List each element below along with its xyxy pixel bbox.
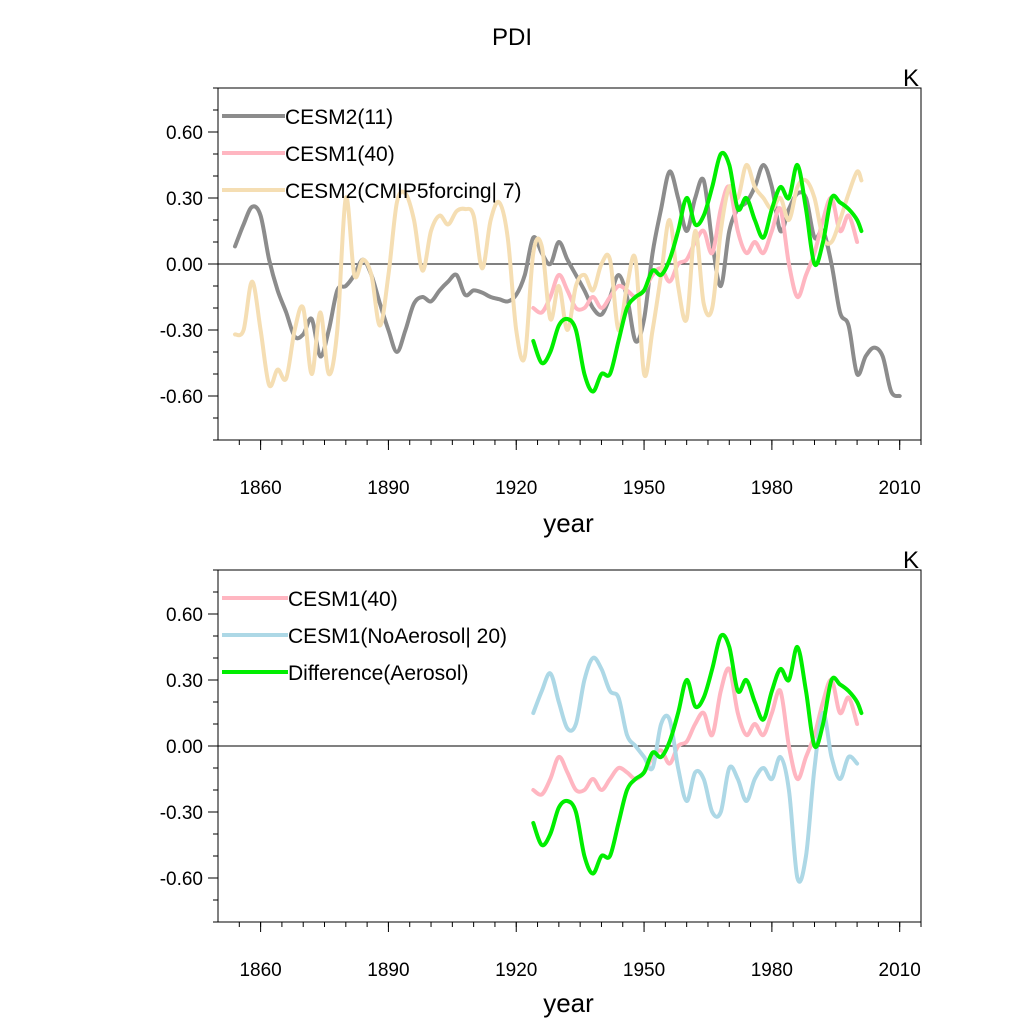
- series-line: [531, 632, 864, 876]
- y-tick-label: -0.30: [160, 321, 203, 342]
- x-tick-label: 1980: [751, 960, 793, 981]
- unit-label: K: [903, 547, 919, 574]
- y-tick-label: 0.00: [166, 255, 203, 276]
- x-tick-label: 1950: [623, 960, 665, 981]
- y-tick-label: 0.00: [166, 737, 203, 758]
- x-axis-label: year: [543, 988, 594, 1018]
- y-tick-label: 0.30: [166, 189, 203, 210]
- x-tick-label: 1890: [367, 960, 409, 981]
- legend-label: CESM1(40): [288, 588, 398, 611]
- top-panel: K 0.60 0.30 0.00 -0.30 -0.60 1860 1890 1920 1950 1…: [160, 65, 922, 538]
- x-tick-label: 1890: [367, 478, 409, 499]
- y-tick-label: -0.30: [160, 803, 203, 824]
- legend-label: CESM2(11): [285, 106, 393, 129]
- legend-label: CESM2(CMIP5forcing| 7): [285, 180, 522, 203]
- series-line: [233, 162, 864, 389]
- x-tick-label: 2010: [879, 478, 921, 499]
- x-tick-label: 1980: [751, 478, 793, 499]
- x-tick-label: 2010: [879, 960, 921, 981]
- x-tick-label: 1860: [239, 478, 281, 499]
- y-tick-label: -0.60: [160, 387, 203, 408]
- x-axis-label: year: [543, 508, 594, 538]
- x-tick-label: 1950: [623, 478, 665, 499]
- y-tick-label: 0.30: [166, 671, 203, 692]
- unit-label: K: [903, 65, 919, 92]
- figure-title: PDI: [492, 24, 532, 51]
- legend-label: Difference(Aerosol): [288, 662, 469, 685]
- y-tick-label: -0.60: [160, 869, 203, 890]
- bottom-panel: K 0.60 0.30 0.00 -0.30 -0.60 1860 1890 1920 1950 1…: [160, 547, 922, 1018]
- x-tick-label: 1860: [239, 960, 281, 981]
- series-line: [531, 150, 864, 394]
- y-tick-label: 0.60: [166, 123, 203, 144]
- legend-label: CESM1(NoAerosol| 20): [288, 625, 507, 648]
- y-tick-label: 0.60: [166, 605, 203, 626]
- legend-label: CESM1(40): [285, 143, 395, 166]
- x-tick-label: 1920: [495, 478, 537, 499]
- series-line: [531, 666, 860, 797]
- series-line: [233, 163, 902, 399]
- series-line: [531, 655, 860, 884]
- x-tick-label: 1920: [495, 960, 537, 981]
